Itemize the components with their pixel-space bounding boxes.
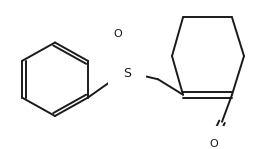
Text: S: S bbox=[122, 67, 131, 80]
Text: O: O bbox=[209, 139, 217, 149]
Text: O: O bbox=[113, 29, 122, 39]
